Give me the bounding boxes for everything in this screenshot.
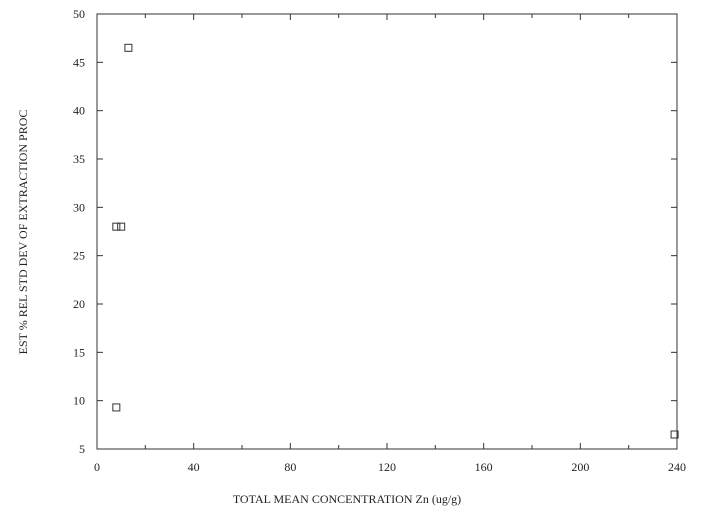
y-tick-labels: 5 10 15 20 25 30 35 40 45 50 <box>73 7 85 456</box>
y-tick-label: 20 <box>73 297 85 311</box>
y-tick-label: 10 <box>73 394 85 408</box>
y-tick-label: 40 <box>73 104 85 118</box>
data-point <box>124 43 133 52</box>
data-point <box>112 403 121 412</box>
y-tick-label: 35 <box>73 152 85 166</box>
x-tick-label: 0 <box>94 460 100 474</box>
x-tick-label: 120 <box>378 460 396 474</box>
data-point <box>117 222 126 231</box>
y-tick-label: 25 <box>73 249 85 263</box>
y-tick-label: 45 <box>73 55 85 69</box>
x-tick-label: 240 <box>668 460 686 474</box>
axis-ticks <box>96 13 678 450</box>
x-axis-title: TOTAL MEAN CONCENTRATION Zn (ug/g) <box>233 492 461 506</box>
data-point <box>112 222 121 231</box>
plot-frame <box>96 13 678 450</box>
x-tick-label: 80 <box>284 460 296 474</box>
data-points <box>112 43 679 439</box>
x-tick-labels: 0 40 80 120 160 200 240 <box>94 460 686 474</box>
x-tick-label: 40 <box>188 460 200 474</box>
y-tick-label: 5 <box>79 442 85 456</box>
y-tick-label: 15 <box>73 345 85 359</box>
x-tick-label: 200 <box>571 460 589 474</box>
y-tick-label: 50 <box>73 7 85 21</box>
y-axis-title: EST % REL STD DEV OF EXTRACTION PROC <box>16 110 30 355</box>
x-tick-label: 160 <box>475 460 493 474</box>
data-point <box>670 430 679 439</box>
y-tick-label: 30 <box>73 200 85 214</box>
